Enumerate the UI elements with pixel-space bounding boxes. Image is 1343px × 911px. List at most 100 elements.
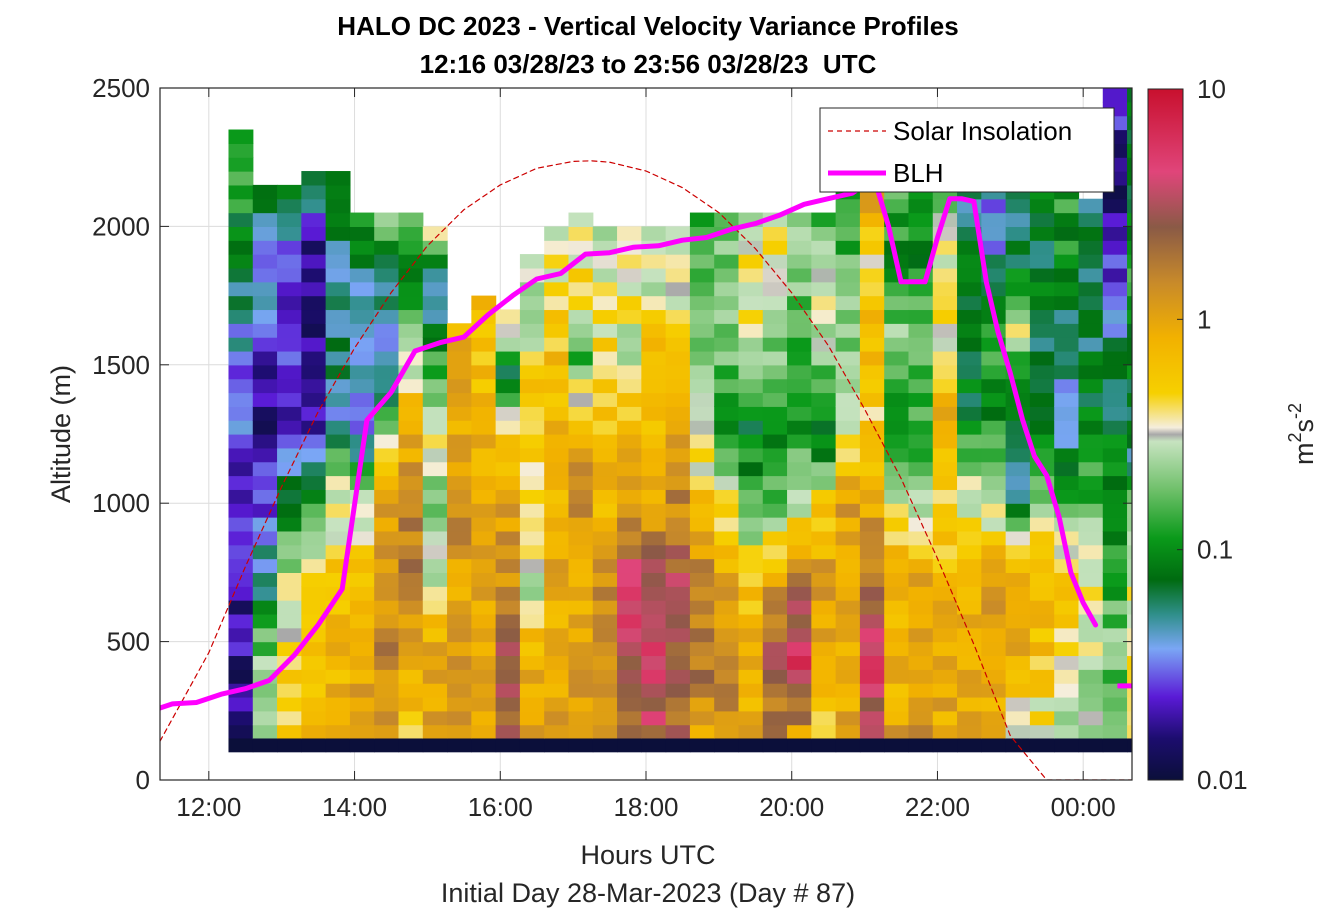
heatmap-cell [1029,337,1055,352]
heatmap-cell [301,420,327,435]
heatmap-cell [1005,669,1031,684]
heatmap-cell [519,420,545,435]
heatmap-cell [835,489,861,504]
heatmap-cell [1102,212,1128,227]
heatmap-cell [398,530,424,546]
heatmap-cell [884,378,910,394]
heatmap-cell [957,475,982,490]
heatmap-cell [1005,641,1031,657]
heatmap-cell [349,254,375,269]
heatmap-cell [884,434,910,449]
heatmap-cell [277,295,302,311]
heatmap-cell [544,337,570,352]
heatmap-cell [932,364,958,380]
heatmap-cell [714,586,740,601]
heatmap-cell [811,503,837,518]
heatmap-cell-bottom [301,738,327,753]
heatmap-cell [714,254,740,269]
heatmap-cell [447,434,472,449]
heatmap-cell [1127,295,1132,311]
heatmap-cell [1127,350,1132,366]
heatmap-cell [277,254,302,269]
heatmap-cell [932,350,958,366]
heatmap-cell [1054,627,1080,643]
heatmap-cell-bottom [665,738,691,753]
heatmap-cell [981,600,1007,615]
heatmap-cell [471,627,497,643]
heatmap-cell [1078,447,1104,463]
heatmap-cell [1029,364,1055,380]
heatmap-cell [228,212,254,227]
heatmap-cell [884,392,910,407]
heatmap-cell [471,710,497,726]
heatmap-cell-bottom [641,738,667,753]
heatmap-cell [762,295,788,311]
heatmap-cell [811,530,837,546]
heatmap-cell [665,295,691,311]
heatmap-cell [665,323,691,338]
heatmap-cell [471,641,497,657]
heatmap-cell [859,641,885,657]
heatmap-cell [374,281,400,297]
heatmap-cell [592,558,618,573]
heatmap-cell [617,503,642,518]
heatmap-cell [981,710,1007,726]
heatmap-cell-bottom [398,738,424,753]
heatmap-cell [471,600,497,615]
heatmap-cell [738,558,764,573]
heatmap-cell [1127,447,1132,463]
heatmap-cell [811,226,837,241]
heatmap-cell [908,434,934,449]
heatmap-cell [859,198,885,214]
heatmap-cell [471,572,497,587]
heatmap-cell [422,461,448,477]
heatmap-cell [1127,461,1132,477]
heatmap-cell [787,378,812,394]
heatmap-cell [592,503,618,518]
heatmap-cell [568,350,594,366]
heatmap-cell [665,364,691,380]
heatmap-cell [228,350,254,366]
heatmap-cell [544,641,570,657]
heatmap-cell [325,337,351,352]
heatmap-cell [495,627,521,643]
heatmap-cell [617,517,642,532]
heatmap-cell [252,254,278,269]
legend-label-solar: Solar Insolation [893,116,1072,146]
heatmap-cell [811,683,837,698]
heatmap-cell [325,544,351,560]
heatmap-cell [932,309,958,324]
heatmap-cell [228,613,254,629]
heatmap-cell [228,198,254,214]
heatmap-cell [641,530,667,546]
heatmap-cell [1054,198,1080,214]
heatmap-cell [349,461,375,477]
heatmap-cell [665,434,691,449]
heatmap-cell [762,503,788,518]
heatmap-cell [568,489,594,504]
heatmap-cell [471,655,497,670]
heatmap-cell [762,696,788,712]
heatmap-cell [495,683,521,698]
heatmap-cell [787,475,812,490]
heatmap-cell [519,503,545,518]
heatmap-cell [665,350,691,366]
heatmap-cell [1102,378,1128,394]
heatmap-cell [422,503,448,518]
heatmap-cell [1102,364,1128,380]
heatmap-cell [859,544,885,560]
heatmap-cell [762,475,788,490]
heatmap-cell [932,337,958,352]
heatmap-cell [957,655,982,670]
heatmap-cell [349,627,375,643]
heatmap-cell [908,503,934,518]
heatmap-cell [228,378,254,394]
heatmap-cell [811,696,837,712]
heatmap-cell-bottom [1078,738,1104,753]
heatmap-cell [422,586,448,601]
heatmap-cell [1029,226,1055,241]
heatmap-cell [349,281,375,297]
heatmap-cell [349,295,375,311]
heatmap-cell [252,364,278,380]
heatmap-cell [1127,544,1132,560]
